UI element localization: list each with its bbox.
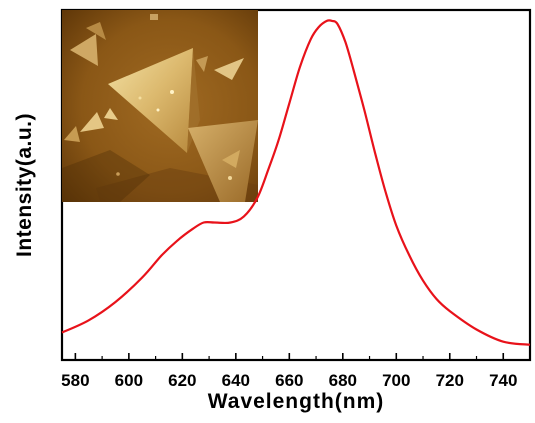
afm-inset-image (62, 10, 258, 202)
y-axis-title: Intensity(a.u.) (13, 113, 36, 257)
x-axis-title: Wavelength(nm) (208, 390, 385, 413)
x-axis-ticks: 580 600 620 640 660 680 700 720 740 (61, 353, 517, 390)
x-tick-label: 620 (168, 371, 196, 390)
x-tick-label: 740 (489, 371, 517, 390)
large-triangle-flake (108, 48, 193, 153)
x-tick-label: 640 (222, 371, 250, 390)
x-tick-label: 580 (61, 371, 89, 390)
x-tick-label: 680 (329, 371, 357, 390)
x-tick-label: 720 (436, 371, 464, 390)
x-tick-label: 700 (382, 371, 410, 390)
second-triangle-flake (188, 120, 258, 202)
x-tick-label: 660 (275, 371, 303, 390)
x-tick-label: 600 (115, 371, 143, 390)
series-line-intensity (61, 19, 531, 346)
